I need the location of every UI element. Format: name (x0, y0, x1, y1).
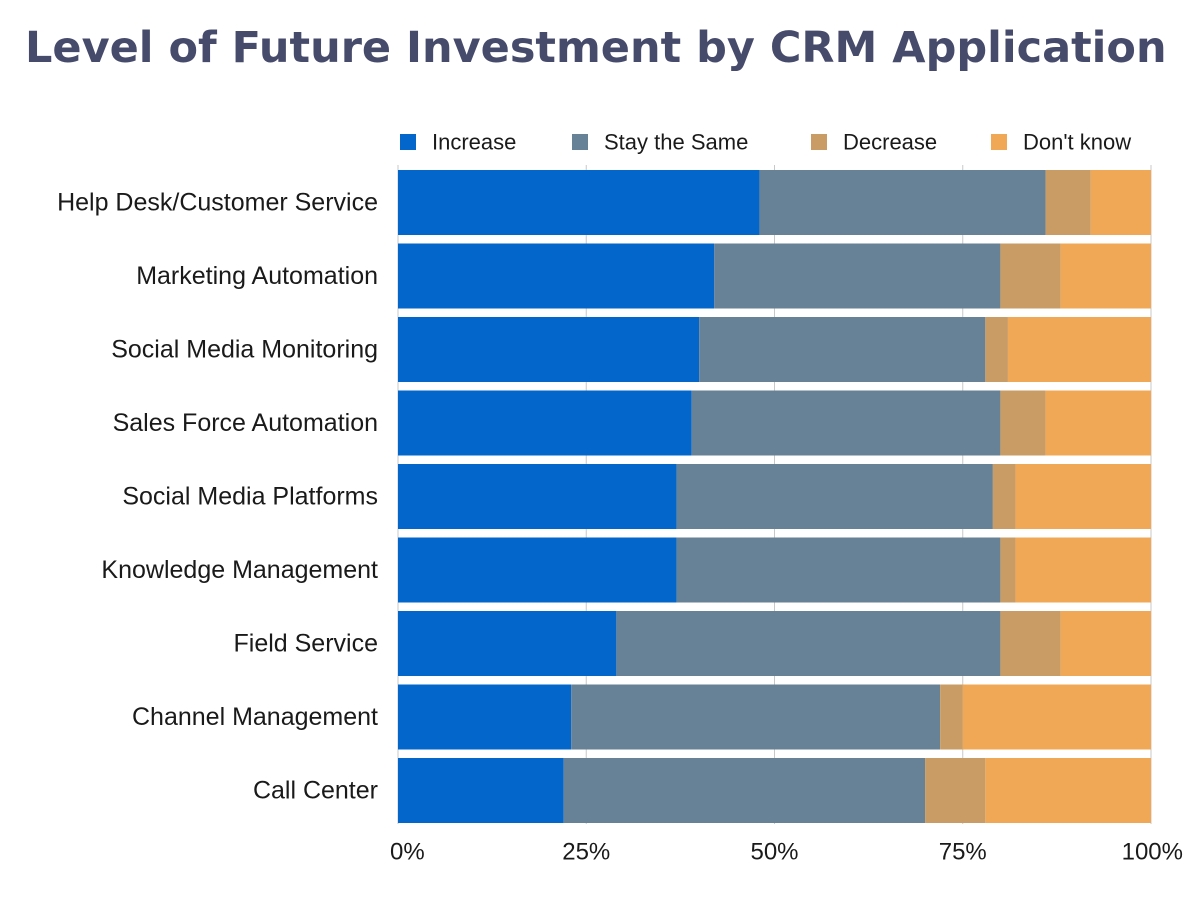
bars (398, 170, 1151, 823)
category-label: Sales Force Automation (113, 409, 378, 437)
bar-increase-channel-management (398, 684, 572, 750)
bar-decrease-help-desk-customer-service (1045, 170, 1091, 235)
bar-decrease-field-service (1000, 611, 1061, 676)
bar-stay-the-same-field-service (616, 611, 1001, 676)
bar-increase-sales-force-automation (398, 390, 692, 456)
x-tick-label: 50% (750, 839, 798, 866)
bar-don-t-know-social-media-monitoring (1007, 317, 1151, 382)
category-label: Knowledge Management (101, 556, 378, 584)
legend: Increase Stay the Same Decrease Don't know (400, 130, 1131, 155)
chart-title: Level of Future Investment by CRM Applic… (25, 23, 1167, 73)
category-label: Channel Management (132, 703, 378, 731)
x-tick-label: 25% (562, 839, 610, 866)
bar-increase-knowledge-management (398, 537, 677, 603)
bar-don-t-know-sales-force-automation (1045, 390, 1151, 456)
bar-increase-social-media-platforms (398, 464, 677, 529)
category-label: Call Center (253, 777, 378, 805)
bar-don-t-know-channel-management (962, 684, 1151, 750)
x-tick-label: 75% (939, 839, 987, 866)
bar-don-t-know-knowledge-management (1015, 537, 1151, 603)
bar-don-t-know-help-desk-customer-service (1090, 170, 1151, 235)
bar-stay-the-same-social-media-monitoring (699, 317, 986, 382)
x-tick-label: 0% (390, 839, 425, 866)
bar-stay-the-same-sales-force-automation (691, 390, 1001, 456)
bar-stay-the-same-marketing-automation (714, 243, 1001, 309)
bar-stay-the-same-knowledge-management (676, 537, 1001, 603)
bar-decrease-social-media-monitoring (985, 317, 1008, 382)
x-tick-label: 100% (1122, 839, 1183, 866)
legend-swatch-increase (400, 134, 416, 150)
bar-don-t-know-call-center (985, 758, 1151, 823)
bar-increase-field-service (398, 611, 617, 676)
bar-don-t-know-field-service (1060, 611, 1151, 676)
bar-stay-the-same-call-center (563, 758, 926, 823)
bar-decrease-call-center (925, 758, 986, 823)
bar-decrease-marketing-automation (1000, 243, 1061, 309)
category-label: Marketing Automation (136, 262, 378, 290)
bar-decrease-channel-management (940, 684, 963, 750)
legend-label-increase: Increase (432, 130, 516, 155)
bar-stay-the-same-help-desk-customer-service (759, 170, 1046, 235)
category-label: Social Media Monitoring (111, 336, 378, 364)
category-label: Field Service (234, 630, 379, 658)
x-axis-ticks: 0% 25% 50% 75% 100% (390, 839, 1183, 866)
bar-increase-marketing-automation (398, 243, 715, 309)
bar-decrease-social-media-platforms (992, 464, 1016, 529)
legend-label-stay-the-same: Stay the Same (604, 130, 748, 155)
legend-swatch-decrease (811, 134, 827, 150)
bar-increase-help-desk-customer-service (398, 170, 760, 235)
bar-decrease-sales-force-automation (1000, 390, 1046, 456)
bar-decrease-knowledge-management (1000, 537, 1016, 603)
bar-don-t-know-marketing-automation (1060, 243, 1151, 309)
category-label: Help Desk/Customer Service (57, 189, 378, 217)
bar-stay-the-same-channel-management (571, 684, 941, 750)
bar-increase-call-center (398, 758, 564, 823)
legend-label-don-t-know: Don't know (1023, 130, 1131, 155)
legend-swatch-don-t-know (991, 134, 1007, 150)
legend-swatch-stay-the-same (572, 134, 588, 150)
category-labels: Help Desk/Customer Service Marketing Auto… (57, 189, 378, 805)
bar-don-t-know-social-media-platforms (1015, 464, 1151, 529)
legend-label-decrease: Decrease (843, 130, 937, 155)
bar-increase-social-media-monitoring (398, 317, 700, 382)
bar-stay-the-same-social-media-platforms (676, 464, 993, 529)
category-label: Social Media Platforms (122, 483, 378, 511)
